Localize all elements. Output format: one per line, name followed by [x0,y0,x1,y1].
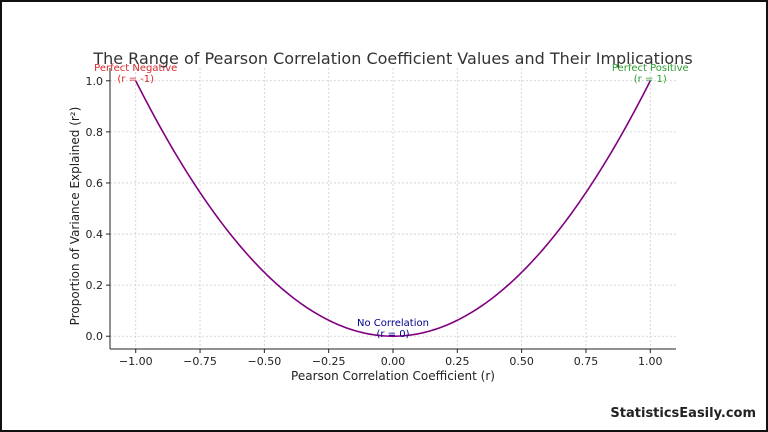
annotation-perfect-positive-line-0: Perfect Positive [612,63,689,74]
y-tick-label: 0.8 [86,126,104,139]
x-tick-label: 0.25 [445,355,470,368]
x-tick-label: 0.75 [574,355,599,368]
y-axis-label: Proportion of Variance Explained (r²) [68,107,82,326]
x-tick-label: −0.75 [183,355,217,368]
annotation-perfect-negative-line-1: (r = -1) [117,74,154,85]
annotation-perfect-positive-line-1: (r = 1) [634,74,667,85]
x-tick-label: 0.00 [381,355,406,368]
x-tick-label: −1.00 [119,355,153,368]
grid [110,68,676,349]
y-tick-label: 0.2 [86,279,104,292]
ticks: −1.00 −0.75 −0.50 −0.25 0.00 0.25 0.50 0.75 1.00… [86,75,663,368]
y-tick-label: 0.6 [86,177,104,190]
annotations: Perfect Negative(r = -1)No Correlation(r… [94,63,688,340]
x-tick-label: 1.00 [638,355,663,368]
x-tick-label: 0.50 [509,355,534,368]
y-tick-label: 1.0 [86,75,104,88]
chart-title: The Range of Pearson Correlation Coeffic… [92,49,692,68]
series-line-r-squared [135,80,651,338]
watermark-brand: StatisticsEasily.com [610,406,756,421]
annotation-perfect-negative-line-0: Perfect Negative [94,63,177,74]
y-tick-label: 0.4 [86,228,104,241]
x-axis-label: Pearson Correlation Coefficient (r) [291,369,495,383]
x-tick-label: −0.25 [312,355,346,368]
y-tick-label: 0.0 [86,330,104,343]
annotation-no-correlation-line-1: (r = 0) [376,329,409,340]
x-tick-label: −0.50 [248,355,282,368]
series [135,80,651,338]
annotation-no-correlation-line-0: No Correlation [357,318,429,329]
